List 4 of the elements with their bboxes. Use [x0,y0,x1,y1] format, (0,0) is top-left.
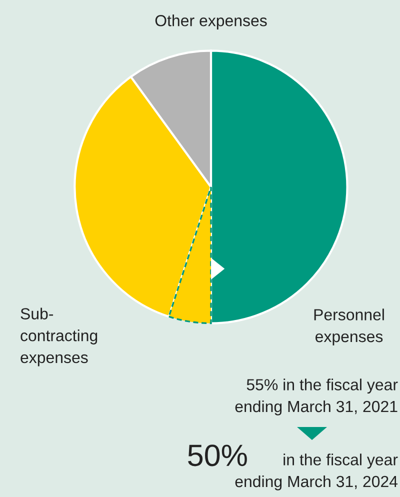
slice-label: Other expenses [155,14,267,30]
slice-label: Sub- contracting expenses [20,308,98,366]
text: 55% in the fiscal year ending March 31, 2021 [235,378,398,416]
slice-label: Personnel expenses [314,308,384,346]
